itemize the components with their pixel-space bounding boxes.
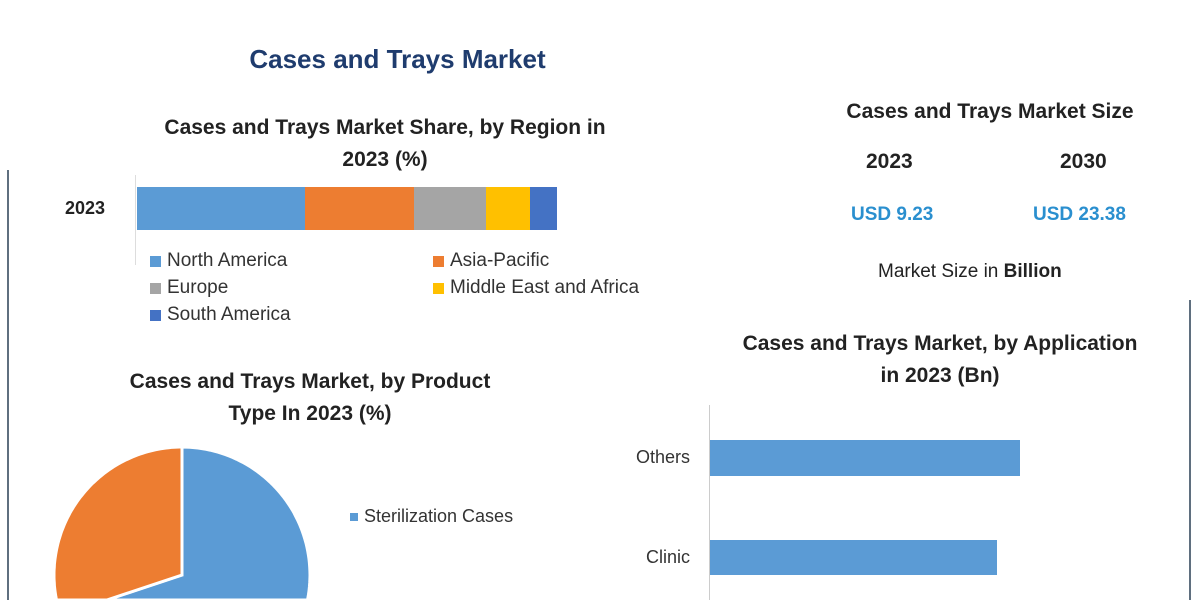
pie-legend-item: Sterilization Cases bbox=[350, 506, 513, 527]
category-label: Others bbox=[635, 447, 690, 467]
legend-swatch bbox=[350, 512, 358, 521]
legend-swatch bbox=[433, 255, 444, 267]
bar-segment-asia-pacific bbox=[305, 187, 415, 230]
legend-label: North America bbox=[167, 250, 288, 271]
value-2023: USD 9.23 bbox=[851, 204, 934, 225]
legend-label: South America bbox=[167, 304, 291, 325]
bar-segment-north-america bbox=[137, 187, 305, 230]
pie-chart bbox=[52, 445, 312, 600]
value-2030: USD 23.38 bbox=[1033, 204, 1126, 225]
year-2023: 2023 bbox=[866, 150, 913, 173]
title-line: Type In 2023 (%) bbox=[228, 402, 392, 425]
region-legend: North America Asia-Pacific Europe Middle Ea… bbox=[150, 250, 710, 326]
title-line: 2023 (%) bbox=[342, 148, 428, 171]
legend-label: Sterilization Cases bbox=[364, 506, 514, 526]
category-label: Clinic bbox=[645, 547, 690, 567]
bar-segment-south-america bbox=[529, 187, 557, 230]
legend-item: Europe bbox=[150, 277, 433, 299]
year-2030: 2030 bbox=[1060, 150, 1107, 173]
region-chart-title: Cases and Trays Market Share, by Region … bbox=[110, 112, 660, 176]
application-chart-title: Cases and Trays Market, by Application i… bbox=[700, 328, 1180, 392]
note-unit: Billion bbox=[1003, 261, 1062, 282]
legend-swatch bbox=[433, 282, 444, 294]
title-line: Cases and Trays Market, by Product bbox=[129, 370, 491, 393]
axis-line bbox=[709, 405, 710, 600]
stacked-bar bbox=[137, 187, 557, 230]
bar bbox=[710, 440, 1020, 476]
legend-label: Asia-Pacific bbox=[450, 250, 550, 271]
title-line: in 2023 (Bn) bbox=[880, 364, 1000, 387]
market-size-note: Market Size in Billion bbox=[878, 261, 1062, 283]
legend-item: Middle East and Africa bbox=[433, 277, 713, 299]
legend-item: Asia-Pacific bbox=[433, 250, 713, 272]
pie-slice bbox=[106, 445, 312, 600]
bar bbox=[710, 540, 997, 575]
note-text: Market Size in bbox=[878, 261, 1004, 282]
market-size-heading: Cases and Trays Market Size bbox=[846, 100, 1134, 123]
category-label: 2023 bbox=[65, 198, 106, 218]
axis-line bbox=[135, 175, 136, 265]
legend-label: Europe bbox=[167, 277, 229, 298]
page-title: Cases and Trays Market bbox=[249, 44, 546, 74]
product-chart-title: Cases and Trays Market, by Product Type … bbox=[80, 366, 540, 430]
divider bbox=[7, 170, 9, 600]
bar-segment-europe bbox=[414, 187, 486, 230]
bar-segment-middle-east-and-africa bbox=[485, 187, 530, 230]
legend-swatch bbox=[150, 255, 161, 267]
legend-item: South America bbox=[150, 304, 433, 326]
legend-label: Middle East and Africa bbox=[450, 277, 640, 298]
title-line: Cases and Trays Market Share, by Region … bbox=[164, 116, 606, 139]
legend-swatch bbox=[150, 282, 161, 294]
legend-item: North America bbox=[150, 250, 433, 272]
title-line: Cases and Trays Market, by Application bbox=[742, 332, 1138, 355]
pie-slice bbox=[52, 445, 184, 600]
legend-swatch bbox=[150, 309, 161, 321]
divider bbox=[1189, 300, 1191, 600]
